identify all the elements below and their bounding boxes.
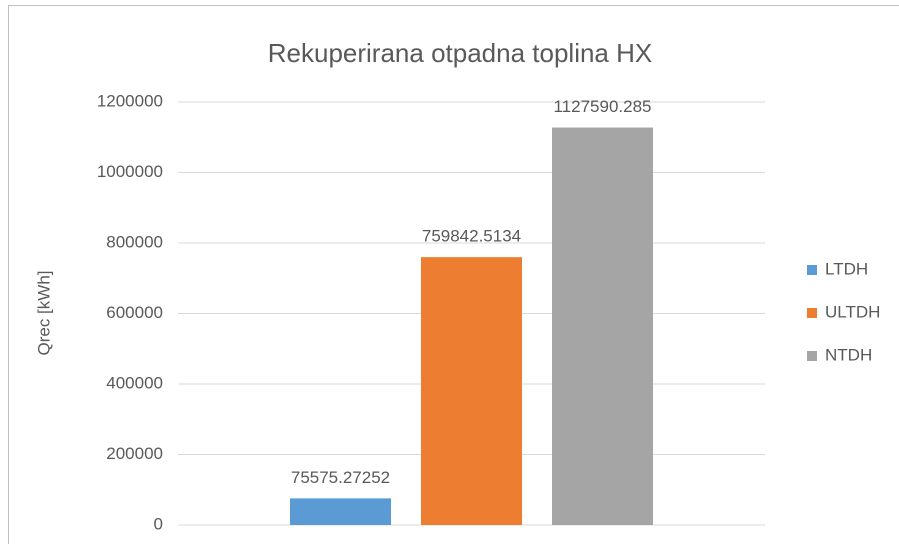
y-axis-label: Qrec [kWh]: [34, 270, 53, 355]
y-tick-label: 1200000: [97, 91, 163, 110]
bar: [421, 257, 522, 525]
chart-title: Rekuperirana otpadna toplina HX: [268, 38, 652, 68]
data-label: 759842.5134: [422, 227, 521, 246]
y-tick-label: 400000: [106, 373, 163, 392]
y-tick-label: 600000: [106, 303, 163, 322]
legend-label: LTDH: [825, 259, 868, 278]
legend-swatch: [807, 351, 817, 361]
data-label: 1127590.285: [553, 97, 651, 116]
data-label: 75575.27252: [291, 468, 390, 487]
legend-label: ULTDH: [825, 302, 880, 321]
bar: [552, 127, 653, 526]
legend-swatch: [807, 265, 817, 275]
y-tick-label: 800000: [106, 232, 163, 251]
y-tick-label: 200000: [106, 444, 163, 463]
legend-swatch: [807, 308, 817, 318]
y-tick-label: 1000000: [97, 162, 163, 181]
legend-label: NTDH: [825, 345, 872, 364]
y-tick-label: 0: [154, 514, 163, 533]
bar: [290, 498, 391, 525]
